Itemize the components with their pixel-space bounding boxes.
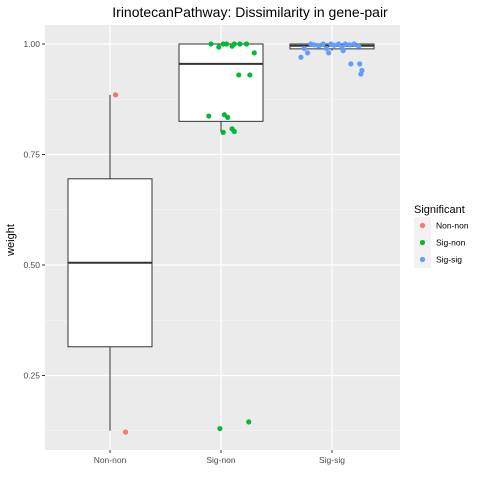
y-tick-label: 1.00 <box>23 39 40 49</box>
y-axis-label: weight <box>5 224 17 257</box>
data-point <box>112 92 119 98</box>
x-tick-label: Sig-sig <box>319 455 345 465</box>
data-point <box>246 419 252 425</box>
data-point <box>336 41 342 47</box>
chart-title: IrinotecanPathway: Dissimilarity in gene… <box>112 4 388 20</box>
data-point <box>323 45 330 52</box>
data-point <box>326 50 332 56</box>
x-tick-label: Sig-non <box>206 455 236 465</box>
legend-swatch <box>419 222 426 229</box>
axes: 0.25 0.50 0.75 1.00 Non-non Sig-non Sig-sig <box>23 39 345 465</box>
data-point <box>223 41 230 47</box>
data-point <box>298 54 304 60</box>
data-point <box>342 41 348 47</box>
data-point <box>243 41 250 47</box>
data-point <box>122 429 129 435</box>
data-point <box>311 42 317 48</box>
data-point <box>357 61 363 67</box>
data-point <box>251 50 257 56</box>
data-point <box>216 44 222 50</box>
data-point <box>358 71 364 77</box>
data-point <box>331 42 337 48</box>
points <box>112 41 365 435</box>
box <box>178 43 264 122</box>
data-point <box>320 41 326 47</box>
data-point <box>237 41 243 47</box>
data-point <box>351 41 357 47</box>
data-point <box>347 42 353 48</box>
data-point <box>340 48 346 54</box>
y-tick-label: 0.75 <box>23 150 40 160</box>
data-point <box>247 72 253 78</box>
data-point <box>208 41 214 47</box>
data-point <box>206 113 212 119</box>
data-point <box>356 43 362 49</box>
data-point <box>348 61 354 67</box>
legend: Significant Non-non Sig-non Sig-sig <box>414 204 469 268</box>
data-point <box>301 45 307 52</box>
data-point <box>304 50 311 56</box>
legend-label: Sig-non <box>436 238 466 248</box>
legend-swatch <box>419 239 426 246</box>
data-point <box>217 425 223 432</box>
data-point <box>236 72 242 78</box>
y-tick-label: 0.25 <box>23 371 40 381</box>
data-point <box>231 128 237 135</box>
legend-title: Significant <box>414 204 465 216</box>
data-point <box>225 114 231 120</box>
data-point <box>229 43 235 49</box>
data-point <box>316 43 322 49</box>
legend-label: Non-non <box>436 221 469 231</box>
legend-swatch <box>419 256 426 263</box>
x-tick-label: Non-non <box>94 455 127 465</box>
y-tick-label: 0.50 <box>23 260 40 270</box>
data-point <box>220 129 226 135</box>
legend-label: Sig-sig <box>436 255 462 265</box>
